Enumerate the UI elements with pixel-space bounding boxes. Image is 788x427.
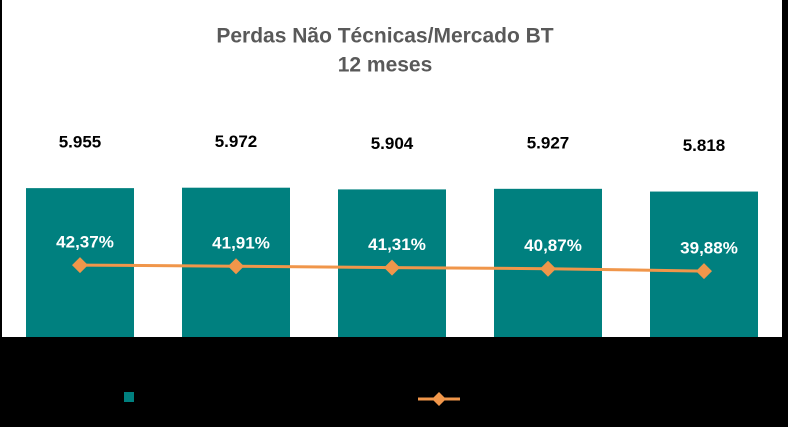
data-label: 5.818 [683, 136, 726, 155]
marker [384, 259, 400, 276]
marker [72, 257, 88, 274]
chart-subtitle: 12 meses [338, 54, 433, 77]
marker [696, 263, 712, 280]
marker [540, 260, 556, 277]
marker [228, 258, 244, 275]
legend-swatch [124, 392, 134, 402]
data-label: 39,88% [680, 239, 738, 258]
data-label: 41,91% [212, 234, 270, 253]
chart-title: Perdas Não Técnicas/Mercado BT [216, 25, 553, 48]
legend-swatch [432, 392, 446, 406]
data-label: 5.972 [215, 132, 258, 151]
data-label: 40,87% [524, 236, 582, 255]
data-label: 5.955 [59, 133, 102, 152]
data-label: 41,31% [368, 235, 426, 254]
data-label: 42,37% [56, 233, 114, 252]
data-label: 5.904 [371, 134, 414, 153]
data-label: 5.927 [527, 133, 570, 152]
